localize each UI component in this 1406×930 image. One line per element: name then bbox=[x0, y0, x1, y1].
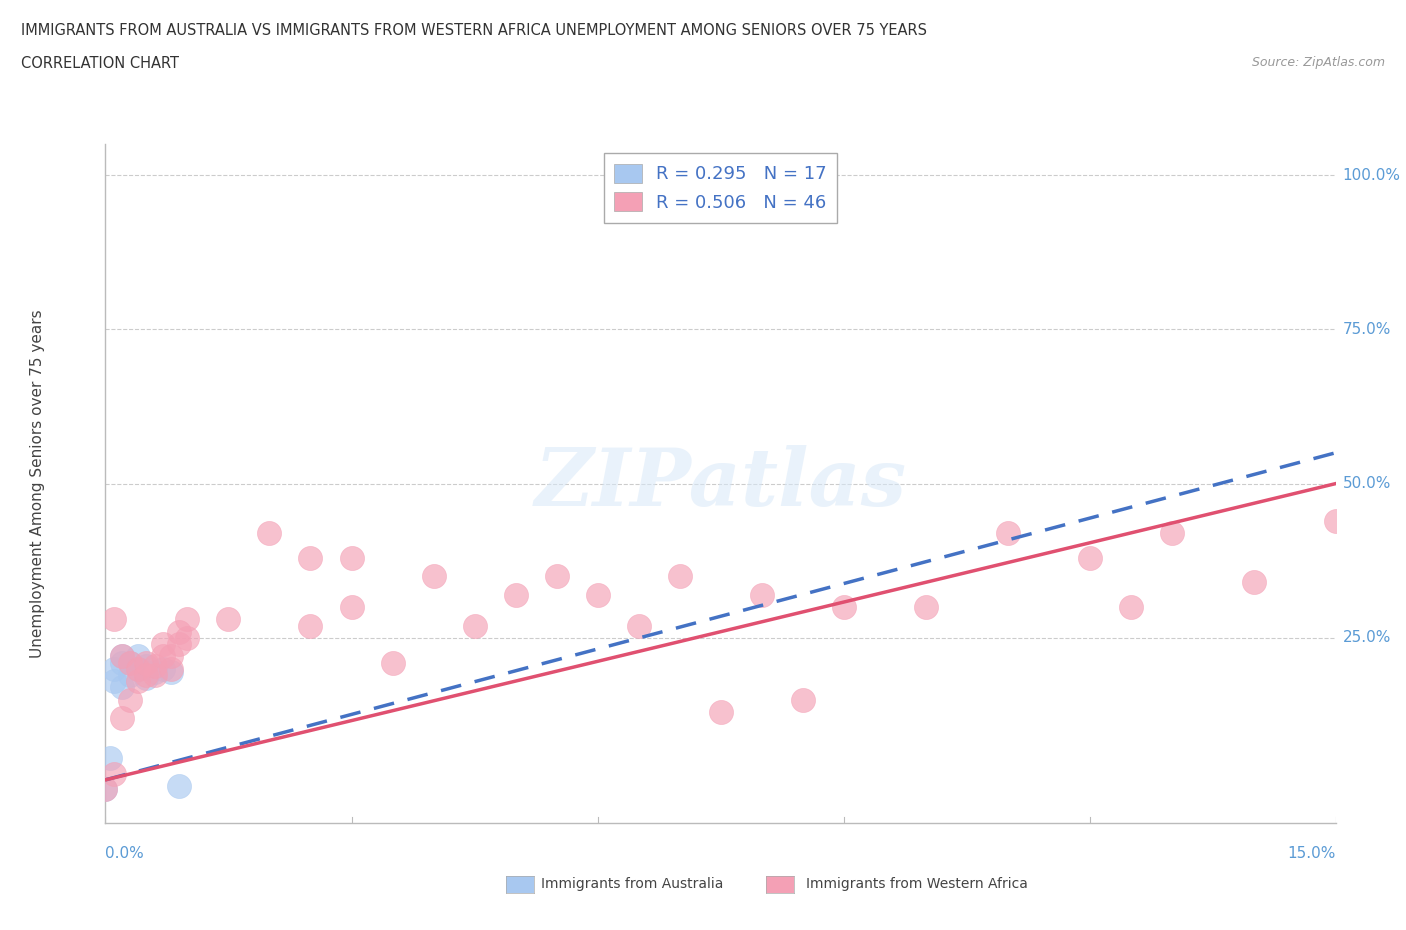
Point bbox=[111, 680, 134, 695]
Point bbox=[135, 658, 157, 673]
Point bbox=[169, 637, 191, 652]
Point bbox=[120, 655, 141, 670]
Point bbox=[143, 658, 166, 673]
Point bbox=[169, 778, 191, 793]
Point bbox=[152, 637, 174, 652]
Point bbox=[135, 655, 157, 670]
Point bbox=[340, 551, 363, 565]
Point bbox=[160, 661, 183, 676]
Point bbox=[120, 668, 141, 683]
Point bbox=[103, 661, 125, 676]
Point bbox=[422, 569, 444, 584]
Text: 50.0%: 50.0% bbox=[1343, 476, 1391, 491]
Point bbox=[160, 649, 183, 664]
Point bbox=[1160, 525, 1182, 540]
Point bbox=[111, 711, 134, 725]
Point bbox=[135, 671, 157, 685]
Point bbox=[111, 655, 134, 670]
Point bbox=[98, 751, 121, 765]
Point bbox=[381, 655, 404, 670]
Point bbox=[120, 692, 141, 707]
Legend: R = 0.295   N = 17, R = 0.506   N = 46: R = 0.295 N = 17, R = 0.506 N = 46 bbox=[603, 153, 838, 222]
Text: Immigrants from Western Africa: Immigrants from Western Africa bbox=[806, 877, 1028, 892]
Point bbox=[340, 600, 363, 615]
Point bbox=[111, 649, 134, 664]
Point bbox=[127, 661, 149, 676]
Point bbox=[135, 668, 157, 683]
Point bbox=[127, 649, 149, 664]
Point bbox=[94, 781, 117, 796]
Text: IMMIGRANTS FROM AUSTRALIA VS IMMIGRANTS FROM WESTERN AFRICA UNEMPLOYMENT AMONG S: IMMIGRANTS FROM AUSTRALIA VS IMMIGRANTS … bbox=[21, 23, 927, 38]
Point bbox=[627, 618, 650, 633]
Point bbox=[1243, 575, 1265, 590]
Text: Source: ZipAtlas.com: Source: ZipAtlas.com bbox=[1251, 56, 1385, 69]
Point bbox=[997, 525, 1019, 540]
Point bbox=[120, 655, 141, 670]
Point bbox=[218, 612, 240, 627]
Point bbox=[127, 673, 149, 688]
Point bbox=[586, 587, 609, 602]
Point bbox=[103, 766, 125, 781]
Text: Unemployment Among Seniors over 75 years: Unemployment Among Seniors over 75 years bbox=[31, 310, 45, 658]
Point bbox=[832, 600, 855, 615]
Text: 25.0%: 25.0% bbox=[1343, 631, 1391, 645]
Text: Immigrants from Australia: Immigrants from Australia bbox=[541, 877, 724, 892]
Text: ZIPatlas: ZIPatlas bbox=[534, 445, 907, 523]
Point bbox=[127, 661, 149, 676]
Point bbox=[176, 612, 198, 627]
Point bbox=[94, 781, 117, 796]
Point bbox=[299, 551, 322, 565]
Point bbox=[259, 525, 281, 540]
Point bbox=[169, 624, 191, 639]
Point bbox=[668, 569, 690, 584]
Text: 0.0%: 0.0% bbox=[105, 846, 145, 861]
Point bbox=[1324, 513, 1347, 528]
Point bbox=[160, 664, 183, 679]
Text: 100.0%: 100.0% bbox=[1343, 167, 1400, 182]
Point bbox=[103, 673, 125, 688]
Point bbox=[914, 600, 936, 615]
Point bbox=[710, 705, 733, 720]
Point bbox=[792, 692, 814, 707]
Text: CORRELATION CHART: CORRELATION CHART bbox=[21, 56, 179, 71]
Point bbox=[152, 661, 174, 676]
Point bbox=[143, 668, 166, 683]
Text: 75.0%: 75.0% bbox=[1343, 322, 1391, 337]
Point bbox=[152, 649, 174, 664]
Point bbox=[1119, 600, 1142, 615]
Point bbox=[111, 649, 134, 664]
Point bbox=[103, 612, 125, 627]
Point bbox=[751, 587, 773, 602]
Point bbox=[143, 664, 166, 679]
Text: 15.0%: 15.0% bbox=[1288, 846, 1336, 861]
Point bbox=[505, 587, 527, 602]
Point bbox=[546, 569, 568, 584]
Point bbox=[176, 631, 198, 645]
Point bbox=[299, 618, 322, 633]
Point bbox=[464, 618, 486, 633]
Point bbox=[1078, 551, 1101, 565]
